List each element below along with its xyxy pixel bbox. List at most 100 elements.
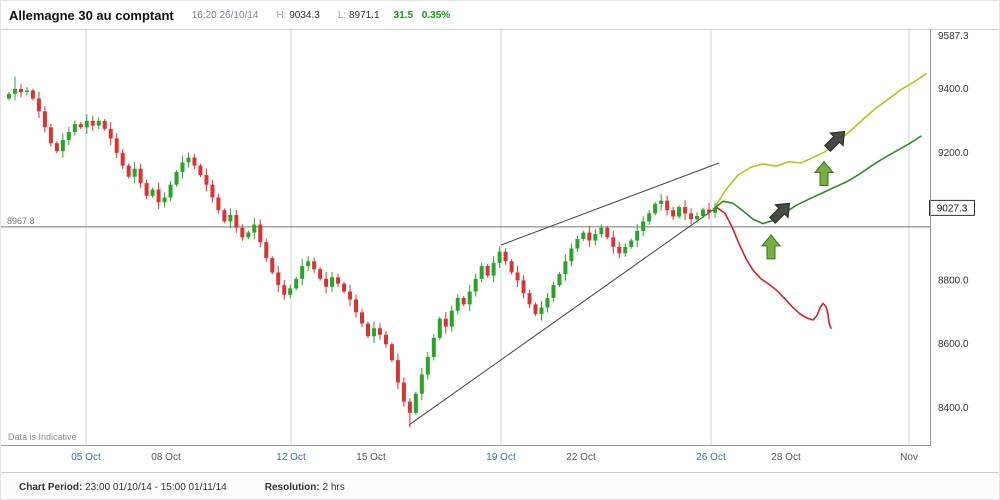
candle-body [449,310,454,327]
candle-body [72,124,77,133]
candle-body [635,230,640,241]
price-change: 31.5 0.35% [394,10,457,21]
candle-body [48,127,53,144]
candle-body [611,237,616,247]
candle-body [689,213,694,220]
candle-body [551,285,556,298]
candle-body [365,323,370,337]
candle-body [419,374,424,394]
candle-body [234,215,239,228]
candle-body [54,143,59,152]
instrument-title: Allemagne 30 au comptant [9,7,174,23]
candle-body [84,120,89,128]
x-axis-label: 08 Oct [151,452,181,463]
candle-body [42,111,47,128]
candle-body [180,162,185,172]
x-axis-label: 05 Oct [71,452,101,463]
candle-body [491,262,496,276]
session-low: L: 8971.1 [338,10,380,21]
candle-body [126,165,131,177]
candle-body [437,318,442,338]
candle-body [150,189,155,196]
last-price-box [929,199,975,216]
bullish-arrow-icon[interactable] [813,160,835,187]
candle-body [641,221,646,231]
change-value: 31.5 [393,9,414,21]
candle-body [114,138,119,153]
candle-body [222,210,227,222]
candle-body [18,88,23,93]
y-axis-label: 8400.0 [938,403,969,414]
candle-body [401,382,406,402]
candle-body [587,232,592,241]
last-price-label: 9027.3 [937,203,968,214]
candle-body [252,224,257,233]
candle-body [228,215,233,222]
chart-period-value: 23:00 01/10/14 - 15:00 01/11/14 [85,482,227,493]
candle-body [30,90,35,99]
candle-body [545,297,550,308]
candle-body [503,251,508,262]
candle-body [312,261,317,270]
candle-body [527,293,532,305]
candle-body [186,157,191,163]
projection-bear[interactable] [716,206,832,330]
projection-bull-moderate[interactable] [713,135,922,225]
candle-body [156,189,161,203]
candle-body [294,278,299,289]
candle-body [132,168,137,177]
candle-body [168,184,173,198]
candle-body [288,288,293,295]
indicative-note: Data is Indicative [8,432,77,442]
candle-body [324,278,329,287]
candle-body [306,261,311,267]
projection-bull-strong[interactable] [713,72,927,210]
candle-body [671,210,676,217]
candle-body [383,334,388,345]
candle-body [240,227,245,238]
x-axis-label: Nov [900,452,918,463]
candle-body [377,328,382,335]
candle-body [617,246,622,254]
candle-body [192,157,197,166]
candle-body [431,337,436,357]
resolution-value: 2 hrs [322,482,345,493]
candle-body [413,393,418,413]
trend-line-upper[interactable] [500,162,720,246]
candle-body [485,266,490,276]
low-value: 8971.1 [348,9,380,21]
x-axis-label: 26 Oct [696,452,726,463]
candle-body [515,272,520,281]
trend-line-lower[interactable] [408,206,718,426]
y-axis-label: 8800.0 [938,275,969,286]
candle-body [593,234,598,241]
chart-canvas[interactable]: 8967.8 9587.3 9400.0 9200.0 8800.0 8600.0 8400… [1,29,1000,446]
candle-body [246,232,251,238]
candle-body [683,207,688,214]
candle-body [354,299,359,313]
candle-body [66,132,71,141]
candle-body [270,258,275,273]
y-axis-label: 9400.0 [938,84,969,95]
candle-body [330,277,335,287]
chart-footer: Chart Period: 23:00 01/10/14 - 15:00 01/… [1,472,999,499]
candle-body [713,207,717,213]
candle-body [138,168,143,184]
trend-direction-arrow-icon[interactable] [821,125,851,155]
candle-body [701,209,706,216]
candle-body [96,120,101,126]
candle-body [300,266,305,279]
candle-body [647,213,652,222]
candle-body [342,283,347,292]
candle-body [455,297,460,311]
candle-body [497,251,502,263]
candle-body [24,90,29,93]
bullish-arrow-icon[interactable] [760,234,782,260]
quote-timestamp: 16:20 26/10/14 [191,9,259,21]
candle-body [258,224,263,243]
candle-body [677,207,682,217]
candle-body [371,328,376,337]
trend-direction-arrow-icon[interactable] [766,197,796,227]
candle-body [557,274,562,286]
x-axis-label: 28 Oct [771,452,801,463]
